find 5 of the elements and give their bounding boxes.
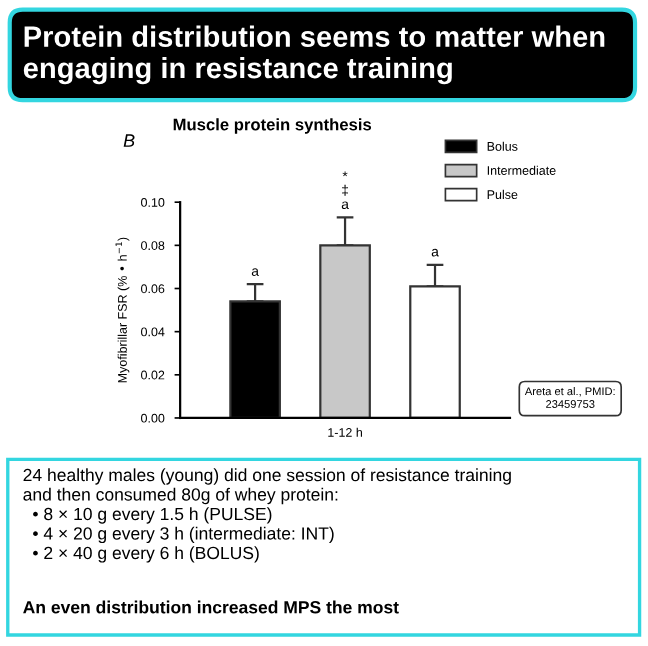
text: 24 healthy males (young) did one session of resistance training and then consumed 80g of whey protein: • 8 × 10 g every 1.5 h (PULSE) • 4 × 20 g every 3 h (intermediate: INT) • 2 × 40 g every 6 h (BOLUS) <box>23 468 511 563</box>
chart-subtitle: Muscle protein synthesis <box>173 118 372 134</box>
chart-title: Protein distribution seems to matter when engaging in resistance training <box>23 25 605 85</box>
text: B <box>123 134 135 147</box>
text: An even distribution increased MPS the most <box>23 600 399 614</box>
